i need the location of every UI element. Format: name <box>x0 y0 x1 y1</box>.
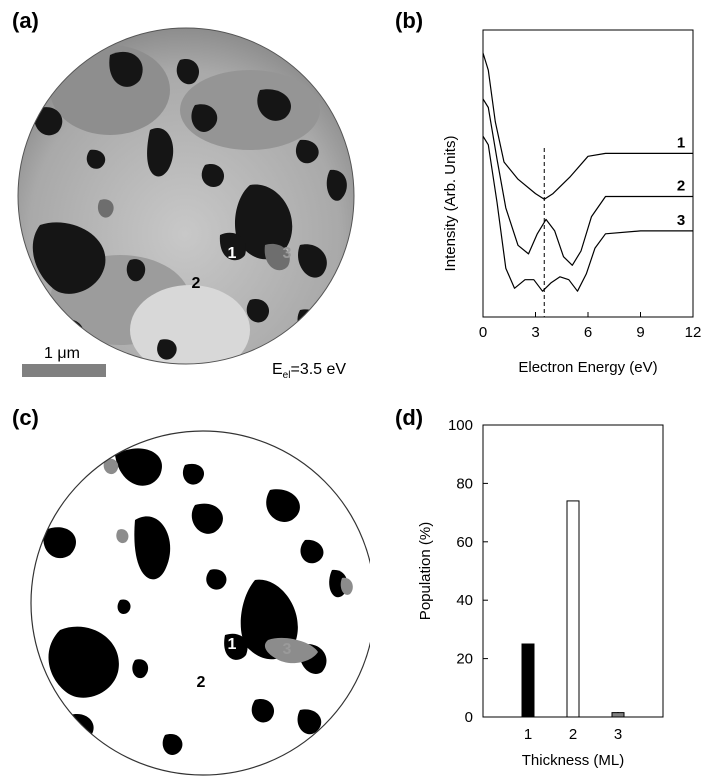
electron-energy-label: Eel=3.5 eV <box>272 361 346 381</box>
chart-d-ytick-label: 0 <box>465 709 473 726</box>
map-region-label-2: 2 <box>197 674 206 691</box>
chart-b-series-2-line <box>482 98 693 266</box>
chart-b-xtick-label: 0 <box>479 324 487 341</box>
panel-c-thickness-map: 1 2 3 <box>30 430 370 776</box>
chart-b-xtick-label: 3 <box>531 324 539 341</box>
scale-bar <box>22 364 106 377</box>
panel-a-label: (a) <box>12 8 39 33</box>
chart-d-ytick-label: 80 <box>456 475 473 492</box>
panel-b-label: (b) <box>395 8 424 33</box>
chart-b-series-3-line <box>482 135 693 292</box>
map-region-label-3: 3 <box>283 641 292 658</box>
chart-b-series-2-label: 2 <box>677 177 685 194</box>
chart-d-ylabel: Population (%) <box>417 522 434 620</box>
thickness-map-content <box>38 448 353 755</box>
chart-b-xtick-label: 9 <box>636 324 644 341</box>
chart-d-ytick-label: 20 <box>456 651 473 668</box>
chart-d-bar-3 <box>611 712 625 718</box>
chart-d-xtick-label: 1 <box>524 726 532 743</box>
chart-b-plot-frame <box>482 29 694 318</box>
chart-b-xtick-label: 12 <box>685 324 702 341</box>
chart-b-xlabel: Electron Energy (eV) <box>518 359 657 376</box>
chart-d-bar-2 <box>566 500 580 718</box>
chart-b-series-3-label: 3 <box>677 212 685 229</box>
chart-b-series-1-label: 1 <box>677 134 685 151</box>
panel-d-label: (d) <box>395 405 424 430</box>
chart-b-xtick-label: 6 <box>584 324 592 341</box>
scale-bar-label: 1 μm <box>44 345 80 362</box>
chart-d-xlabel: Thickness (ML) <box>522 752 625 769</box>
chart-b-ylabel: Intensity (Arb. Units) <box>442 136 459 272</box>
chart-d-ytick-label: 100 <box>448 417 473 434</box>
panel-a-leem-image: 1 2 3 1 μm Eel=3.5 eV <box>17 27 355 381</box>
region-label-3: 3 <box>283 245 292 262</box>
map-region-label-1: 1 <box>228 636 237 653</box>
chart-d-bar-1 <box>521 643 535 718</box>
chart-d-xtick-label: 2 <box>569 726 577 743</box>
leem-image-content <box>18 28 354 364</box>
chart-d-xtick-label: 3 <box>614 726 622 743</box>
region-label-2: 2 <box>192 275 201 292</box>
chart-d-ytick-label: 40 <box>456 592 473 609</box>
chart-d-ytick-label: 60 <box>456 534 473 551</box>
panel-c-label: (c) <box>12 405 39 430</box>
panel-d-chart: 0 20 40 60 80 100 1 2 3 Population (%) Thickness… <box>417 417 664 769</box>
chart-b-series-1-line <box>482 52 693 200</box>
region-label-1: 1 <box>228 245 237 262</box>
